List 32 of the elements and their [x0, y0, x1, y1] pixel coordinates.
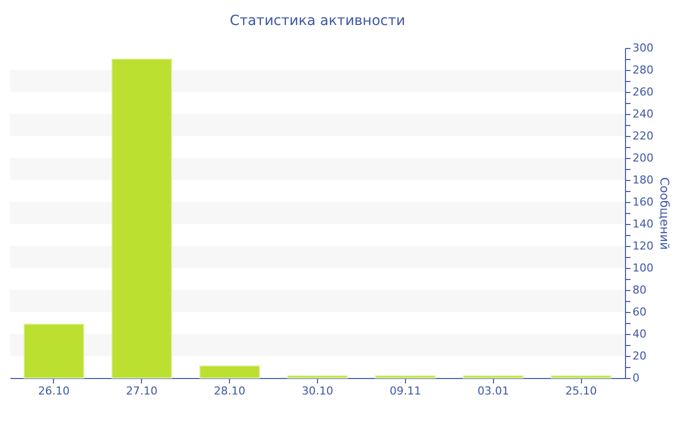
y-tick-label: 260 — [632, 86, 654, 98]
y-tick-label: 300 — [632, 42, 654, 54]
x-tick-label: 27.10 — [126, 384, 158, 398]
y-tick-label: 60 — [632, 306, 646, 318]
x-tick-label: 09.11 — [390, 384, 422, 398]
x-tick-label: 28.10 — [214, 384, 246, 398]
y-tick-label: 40 — [632, 328, 646, 340]
x-tick-label: 26.10 — [38, 384, 70, 398]
bar — [550, 375, 612, 378]
y-tick-label: 280 — [632, 64, 654, 76]
bar — [374, 375, 436, 378]
y-tick-label: 240 — [632, 108, 654, 120]
bar — [462, 375, 524, 378]
x-tick-label: 25.10 — [565, 384, 597, 398]
y-tick-label: 20 — [632, 350, 646, 362]
bar — [199, 365, 260, 378]
bar — [287, 375, 348, 378]
y-tick-label: 220 — [632, 130, 654, 142]
y-tick-label: 120 — [632, 240, 654, 252]
bar — [111, 58, 172, 378]
y-tick-label: 200 — [632, 152, 654, 164]
y-tick-label: 140 — [632, 218, 654, 230]
y-tick-label: 100 — [632, 262, 654, 274]
chart-title: Статистика активности — [230, 13, 406, 29]
y-tick-label: 80 — [632, 284, 646, 296]
y-tick-label: 160 — [632, 196, 654, 208]
y-axis-title: Сообщений — [657, 177, 672, 250]
bar — [24, 324, 84, 378]
x-tick-label: 03.01 — [477, 384, 509, 398]
y-tick-label: 0 — [632, 372, 640, 384]
y-tick-label: 180 — [632, 174, 654, 186]
x-tick-label: 30.10 — [302, 384, 334, 398]
